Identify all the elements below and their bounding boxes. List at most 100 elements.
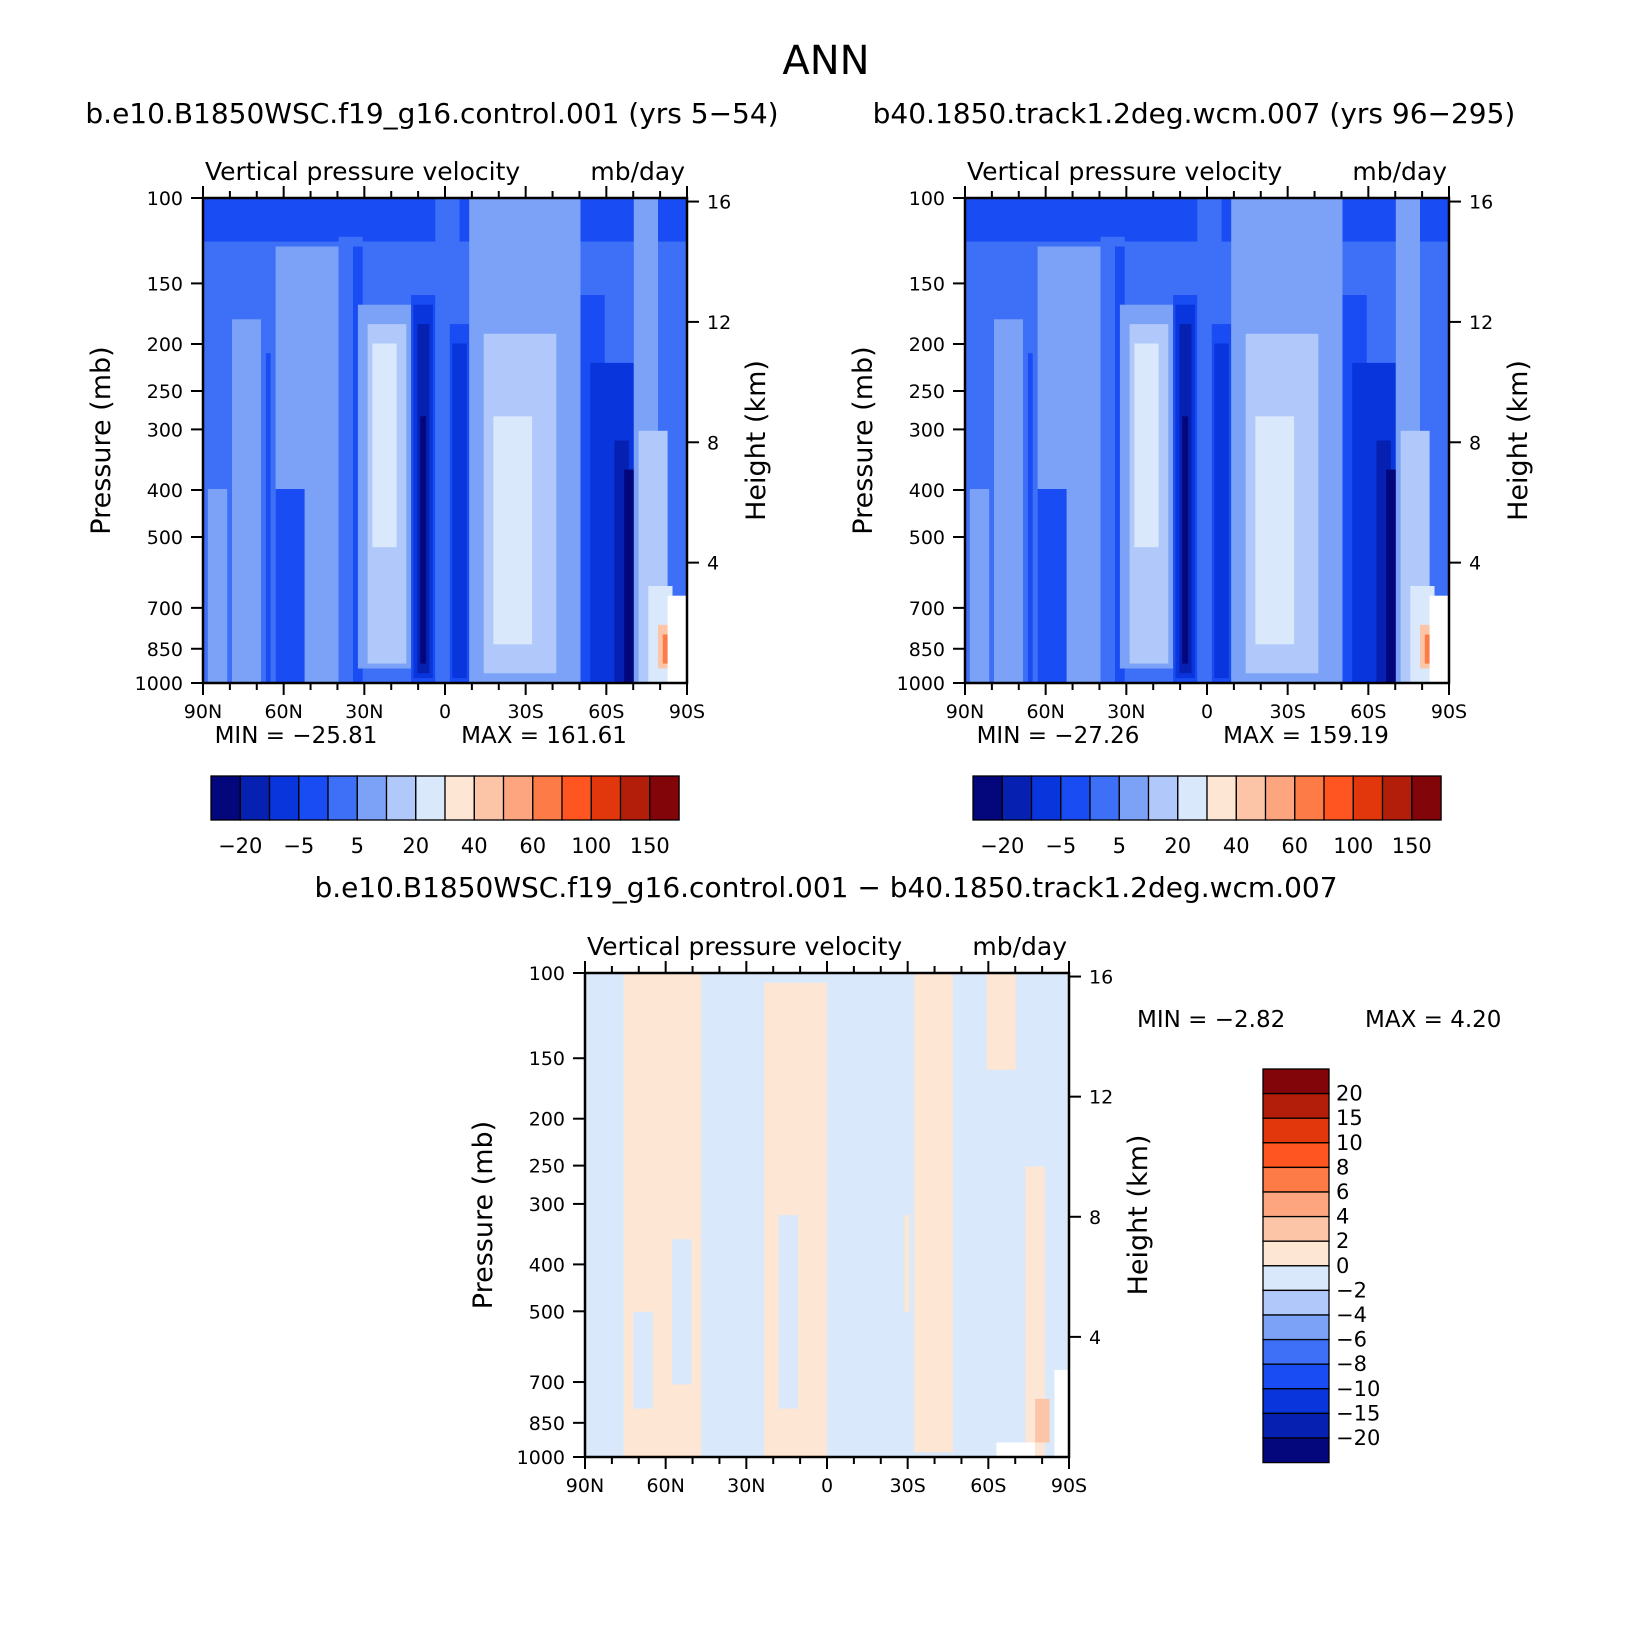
colorbar-swatch (972, 775, 1003, 821)
lat-tick-label: 0 (1201, 701, 1213, 723)
pressure-tick-label: 250 (529, 1156, 565, 1178)
pressure-tick-label: 850 (909, 639, 945, 661)
lat-tick-label: 60N (646, 1475, 684, 1497)
contour-region (452, 343, 467, 679)
pressure-tick-label: 250 (909, 381, 945, 403)
pressure-tick-label: 400 (147, 480, 183, 502)
colorbar-swatch (239, 775, 271, 821)
y-axis-label: Pressure (mb) (848, 346, 879, 534)
colorbar-label: 40 (461, 834, 488, 858)
min-value: MIN = −27.26 (977, 723, 1140, 749)
lat-tick-label: 90N (566, 1475, 604, 1497)
contour-region (969, 489, 990, 683)
pressure-tick-label: 100 (529, 963, 565, 985)
colorbar-swatch (1262, 1092, 1330, 1119)
lat-tick-label: 30N (727, 1475, 765, 1497)
colorbar-swatch (502, 775, 534, 821)
colorbar-swatch (1262, 1388, 1330, 1415)
colorbar-swatch (1411, 775, 1442, 821)
colorbar-swatch (210, 775, 241, 821)
colorbar-swatch (1352, 775, 1384, 821)
colorbar-swatch (385, 775, 417, 821)
contour-region (353, 246, 363, 683)
colorbar-label: 60 (1281, 834, 1308, 858)
colorbar-swatch (1262, 1215, 1330, 1242)
colorbar-label: 40 (1223, 834, 1250, 858)
pressure-tick-label: 200 (909, 334, 945, 356)
pressure-tick-label: 850 (147, 639, 183, 661)
height-tick-label: 12 (1089, 1087, 1113, 1109)
colorbar-label: 100 (571, 834, 611, 858)
colorbar-label: 2 (1336, 1229, 1349, 1253)
plot-title: Vertical pressure velocity (967, 157, 1282, 186)
max-value: MAX = 4.20 (1365, 1007, 1501, 1033)
colorbar-swatch (1262, 1117, 1330, 1144)
panel-2: b40.1850.track1.2deg.wcm.007 (yrs 96−295… (848, 97, 1534, 858)
contour-region (1035, 1398, 1050, 1443)
lat-tick-label: 90S (1051, 1475, 1087, 1497)
height-tick-label: 12 (1469, 312, 1493, 334)
colorbar-label: −15 (1336, 1401, 1380, 1425)
colorbar-swatch (1262, 1289, 1330, 1316)
colorbar-swatch (1323, 775, 1354, 821)
colorbar-label: 5 (351, 834, 364, 858)
lat-tick-label: 30S (508, 701, 544, 723)
colorbar-label: −20 (218, 834, 262, 858)
colorbar-swatch (1060, 775, 1091, 821)
colorbar-swatch (268, 775, 300, 821)
lat-tick-label: 0 (821, 1475, 833, 1497)
pressure-tick-label: 400 (529, 1254, 565, 1276)
colorbar-swatch (1262, 1191, 1330, 1218)
contour-region (667, 595, 687, 683)
contour-region (207, 489, 228, 683)
colorbar-label: −20 (1336, 1426, 1380, 1450)
pressure-tick-label: 150 (909, 273, 945, 295)
y-axis-label: Pressure (mb) (86, 346, 117, 534)
colorbar-label: 150 (1392, 834, 1432, 858)
lat-tick-label: 60N (1026, 701, 1064, 723)
colorbar-label: 150 (630, 834, 670, 858)
plot-title: Vertical pressure velocity (587, 932, 902, 961)
lat-tick-label: 0 (439, 701, 451, 723)
pressure-tick-label: 200 (147, 334, 183, 356)
colorbar: −20 −5 5 20 40 60 100 150 (210, 775, 680, 858)
colorbar-label: 100 (1333, 834, 1373, 858)
colorbar-swatch (1262, 1437, 1330, 1464)
colorbar-label: −2 (1336, 1278, 1367, 1302)
colorbar-label: −6 (1336, 1328, 1367, 1352)
panel-case-title: b.e10.B1850WSC.f19_g16.control.001 (yrs … (85, 97, 778, 130)
height-tick-label: 8 (707, 432, 719, 454)
colorbar-swatch (532, 775, 563, 821)
plot-title: Vertical pressure velocity (205, 157, 520, 186)
pressure-tick-label: 1000 (135, 673, 183, 695)
pressure-tick-label: 500 (529, 1301, 565, 1323)
colorbar-label: −5 (1045, 834, 1076, 858)
colorbar-swatch (1262, 1068, 1330, 1095)
panel-case-title: b40.1850.track1.2deg.wcm.007 (yrs 96−295… (873, 97, 1516, 130)
contour-region (994, 319, 1023, 684)
max-value: MAX = 159.19 (1223, 723, 1389, 749)
colorbar-label: −10 (1336, 1377, 1380, 1401)
colorbar-label: 4 (1336, 1205, 1349, 1229)
contour-region (1214, 343, 1229, 679)
colorbar-swatch (1235, 775, 1267, 821)
contour-field (203, 198, 687, 684)
plot-units: mb/day (972, 932, 1067, 961)
pressure-tick-label: 150 (529, 1048, 565, 1070)
contour-region (1054, 1369, 1069, 1457)
contour-region (672, 1239, 692, 1385)
panel-1: b.e10.B1850WSC.f19_g16.control.001 (yrs … (85, 97, 778, 858)
colorbar-label: 8 (1336, 1155, 1349, 1179)
contour-region (1115, 246, 1125, 683)
min-value: MIN = −2.82 (1137, 1007, 1285, 1033)
contour-region (1134, 343, 1159, 548)
colorbar-swatch (444, 775, 475, 821)
colorbar-swatch (649, 775, 680, 821)
colorbar-swatch (1262, 1338, 1330, 1365)
pressure-tick-label: 850 (529, 1413, 565, 1435)
contour-region (778, 1215, 798, 1409)
y2-axis-label: Height (km) (1123, 1135, 1154, 1296)
height-tick-label: 4 (1089, 1327, 1101, 1349)
pressure-tick-label: 300 (147, 419, 183, 441)
